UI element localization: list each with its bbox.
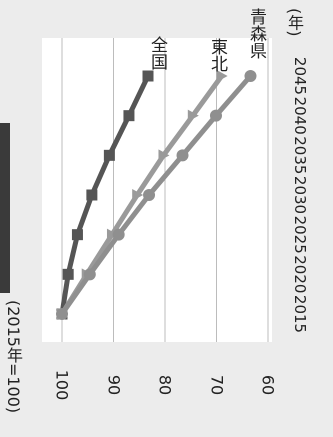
y-tick-label: 90 — [104, 374, 123, 396]
series-point — [143, 189, 156, 201]
y-tick-label: 100 — [52, 369, 72, 401]
series-label-0: 全国 — [147, 36, 167, 70]
series-point — [123, 110, 135, 122]
x-tick-label: 2045 — [291, 57, 309, 95]
series-point — [216, 70, 228, 82]
dark-side-block — [0, 123, 10, 293]
series-point — [71, 229, 83, 241]
series-label-2: 青森県 — [246, 8, 266, 59]
series-layer — [56, 70, 257, 320]
series-point — [132, 189, 144, 201]
series-point — [244, 70, 257, 82]
x-tick-label: 2030 — [291, 176, 309, 214]
x-tick-label: 2025 — [291, 216, 309, 254]
x-tick-label: 2015 — [291, 295, 309, 333]
y-tick-label: 80 — [155, 374, 175, 396]
series-point — [83, 268, 96, 281]
x-tick-label: 2020 — [291, 255, 309, 293]
series-point — [112, 228, 125, 241]
series-point — [62, 268, 74, 280]
y-axis-title: (2015年=100) — [4, 300, 23, 414]
series-point — [176, 149, 189, 162]
x-axis-unit-label: (年) — [285, 8, 304, 37]
series-point — [103, 149, 115, 161]
series-point — [209, 109, 222, 122]
series-point — [142, 70, 154, 82]
series-point — [86, 189, 98, 201]
series-point — [56, 308, 68, 320]
y-tick-label: 60 — [258, 374, 278, 396]
y-tick-label: 70 — [207, 374, 226, 396]
x-tick-label: 2035 — [291, 136, 309, 174]
series-label-1: 東北 — [207, 38, 227, 72]
series-point — [106, 228, 118, 241]
series-point — [158, 149, 170, 162]
x-tick-label: 2040 — [291, 97, 309, 135]
series-point — [187, 109, 199, 122]
